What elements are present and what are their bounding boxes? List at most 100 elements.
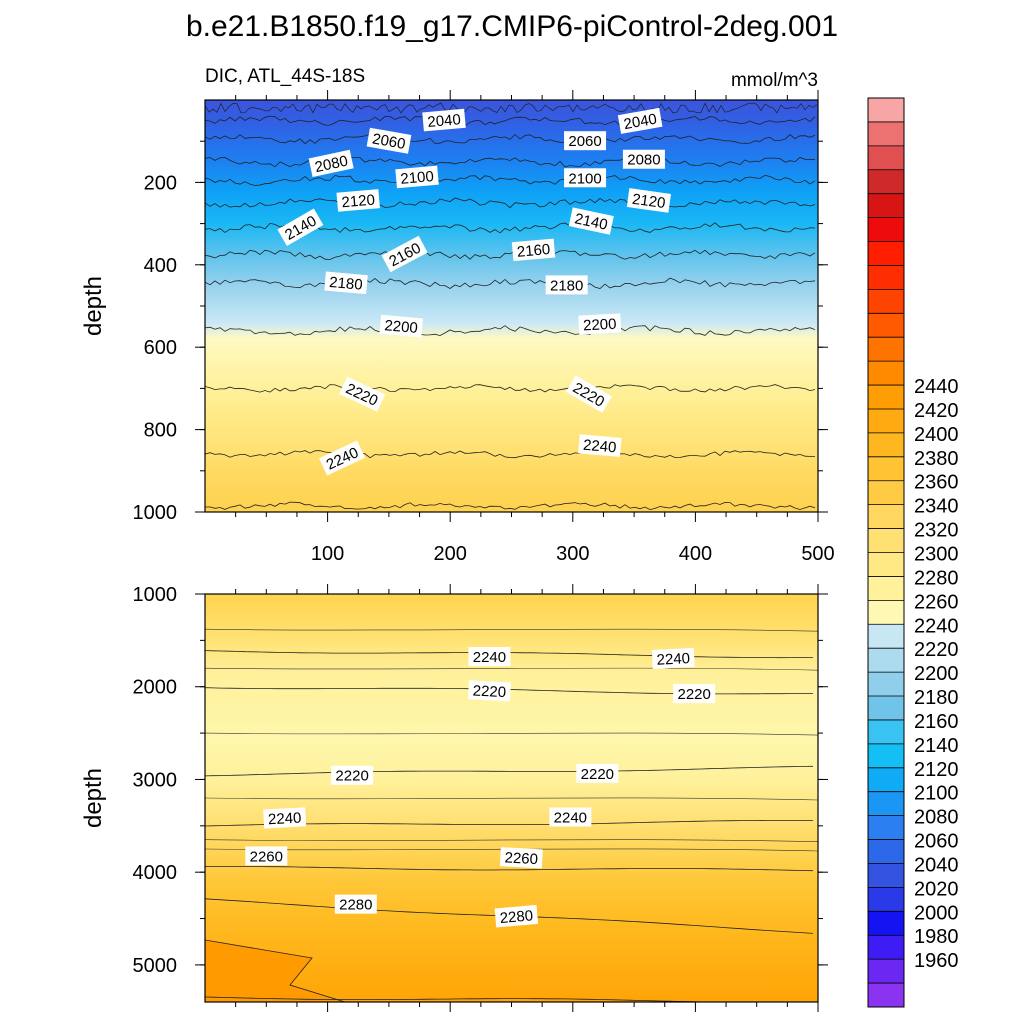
contour-label-text: 2240 bbox=[582, 437, 617, 457]
contour-label: 2220 bbox=[673, 684, 716, 704]
contour-label-text: 2180 bbox=[329, 274, 364, 294]
contour-line-minor bbox=[205, 732, 818, 736]
contour-line-2260 bbox=[205, 866, 814, 872]
colorbar-swatch bbox=[868, 98, 904, 123]
contour-label: 2240 bbox=[263, 807, 307, 829]
contour-label-text: 2120 bbox=[631, 191, 666, 212]
contour-label-text: 2240 bbox=[656, 650, 690, 669]
contour-label-box bbox=[494, 904, 539, 928]
contour-label: 2200 bbox=[379, 314, 423, 338]
contour-label-box bbox=[499, 847, 543, 869]
contour-label-box bbox=[308, 149, 354, 178]
colorbar-tick-label: 2300 bbox=[914, 544, 959, 566]
contour-label-text: 2160 bbox=[516, 241, 551, 261]
contour-label-box bbox=[511, 238, 556, 262]
upper-contours bbox=[205, 102, 818, 511]
colorbar-tick-label: 2180 bbox=[914, 687, 959, 709]
contour-label: 2120 bbox=[626, 188, 671, 213]
colorbar-swatch bbox=[868, 313, 904, 338]
colorbar-swatch bbox=[868, 935, 904, 960]
y-tick-label: 1000 bbox=[133, 584, 178, 606]
contour-label-box bbox=[566, 375, 612, 413]
colorbar-tick-label: 2060 bbox=[914, 831, 959, 853]
contour-line-2300 bbox=[205, 939, 346, 1002]
figure-title: b.e21.B1850.f19_g17.CMIP6-piControl-2deg… bbox=[186, 10, 838, 43]
x-tick-label: 200 bbox=[434, 543, 467, 565]
contour-label-box bbox=[549, 807, 592, 827]
colorbar-swatch bbox=[868, 576, 904, 601]
y-tick-label: 3000 bbox=[133, 769, 178, 791]
colorbar-swatch bbox=[868, 456, 904, 482]
colorbar-swatch bbox=[868, 600, 904, 625]
colorbar-swatch bbox=[868, 193, 904, 218]
colorbar-swatch bbox=[868, 839, 904, 864]
colorbar-tick-label: 2260 bbox=[914, 591, 959, 613]
y-tick-label: 600 bbox=[144, 337, 177, 359]
y-tick-label: 400 bbox=[144, 255, 177, 277]
contour-line-2040 bbox=[205, 115, 816, 127]
colorbar-tick-label: 2080 bbox=[914, 807, 959, 829]
contour-label-text: 2100 bbox=[400, 168, 435, 188]
contour-label: 2220 bbox=[331, 765, 374, 785]
upper-y-axis-label: depth bbox=[80, 276, 107, 336]
colorbar-swatch bbox=[868, 887, 904, 912]
contour-label-text: 2220 bbox=[581, 766, 614, 783]
contour-label-box bbox=[263, 807, 307, 829]
contour-line-2080 bbox=[205, 156, 816, 168]
colorbar-swatch bbox=[868, 743, 904, 769]
contour-label-box bbox=[468, 647, 511, 667]
contour-label-box bbox=[564, 131, 607, 151]
colorbar-swatch bbox=[868, 265, 904, 290]
contour-line-2220 bbox=[205, 384, 816, 393]
contour-label-box bbox=[331, 765, 374, 785]
colorbar-frame bbox=[867, 97, 905, 1008]
contour-label: 2120 bbox=[336, 189, 380, 212]
y-tick-label: 1000 bbox=[133, 502, 178, 524]
upper-axes: 200 400 600 800 1000 100 200 300 400 500 bbox=[133, 90, 835, 565]
contour-label-box bbox=[626, 188, 671, 213]
contour-label-box bbox=[578, 434, 622, 457]
contour-label: 2060 bbox=[366, 127, 412, 154]
contour-label-box bbox=[277, 208, 324, 247]
contour-label-box bbox=[578, 313, 622, 335]
contour-label-text: 2200 bbox=[384, 317, 419, 337]
colorbar-tick-label: 2160 bbox=[914, 711, 959, 733]
contour-label-box bbox=[467, 680, 511, 702]
contour-label-text: 2120 bbox=[341, 192, 376, 212]
colorbar-swatch bbox=[868, 983, 904, 1008]
colorbar-tick-label: 2440 bbox=[914, 376, 959, 398]
colorbar-tick-label: 2020 bbox=[914, 878, 959, 900]
colorbar-swatch bbox=[868, 528, 904, 553]
colorbar-swatch bbox=[868, 337, 904, 362]
contour-label: 2080 bbox=[622, 149, 665, 169]
y-tick-label: 200 bbox=[144, 172, 177, 194]
contour-line-2160 bbox=[205, 249, 816, 260]
contour-label-box bbox=[576, 763, 619, 783]
contour-label-text: 2100 bbox=[568, 170, 601, 187]
contour-line-2060 bbox=[205, 133, 816, 145]
contour-label: 2260 bbox=[245, 846, 288, 866]
colorbar-tick-label: 2420 bbox=[914, 400, 959, 422]
contour-label-box bbox=[622, 149, 665, 169]
contour-label: 2180 bbox=[324, 271, 368, 295]
contour-line-2240 bbox=[205, 820, 813, 827]
contour-label: 2240 bbox=[578, 434, 622, 457]
contour-label: 2240 bbox=[651, 647, 695, 669]
contour-label-box bbox=[366, 127, 412, 154]
colorbar: 1960198020002020204020602080210021202140… bbox=[867, 97, 959, 1008]
colorbar-tick-label: 2320 bbox=[914, 520, 959, 542]
surface-noise-line bbox=[205, 102, 818, 114]
x-tick-label: 500 bbox=[801, 543, 834, 565]
contour-line-minor bbox=[205, 797, 818, 801]
contour-label-box bbox=[395, 165, 439, 189]
contour-label-text: 2200 bbox=[583, 316, 617, 335]
contour-label-box bbox=[379, 314, 423, 338]
colorbar-swatch bbox=[868, 121, 904, 147]
y-tick-label: 5000 bbox=[133, 955, 178, 977]
contour-label: 2080 bbox=[308, 149, 354, 178]
colorbar-swatch bbox=[868, 767, 904, 793]
colorbar-swatch bbox=[868, 624, 904, 649]
contour-label-text: 2240 bbox=[554, 809, 587, 826]
